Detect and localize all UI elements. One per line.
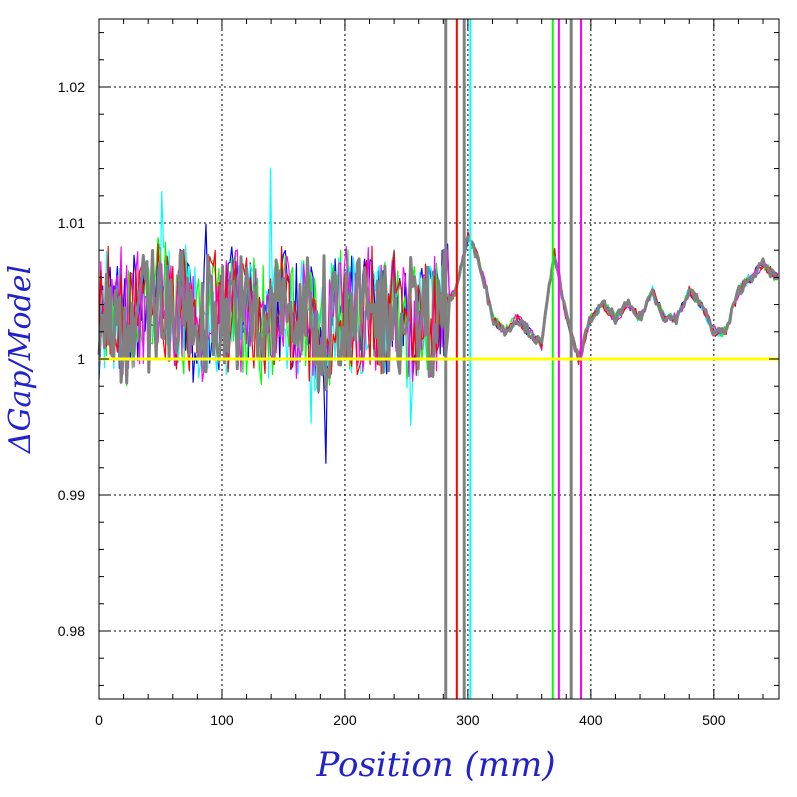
- x-tick-label: 200: [333, 712, 357, 728]
- y-tick-labels: 0.98 0.99 1 1.01 1.02: [58, 79, 85, 639]
- data-line-series: [98, 231, 779, 382]
- y-tick-label: 0.99: [58, 487, 85, 503]
- y-tick-label: 1.02: [58, 79, 85, 95]
- x-tick-label: 300: [456, 712, 480, 728]
- x-tick-label: 0: [95, 712, 103, 728]
- y-tick-label: 1.01: [58, 215, 85, 231]
- y-tick-label: 0.98: [58, 623, 85, 639]
- y-tick-label: 1: [77, 351, 85, 367]
- data-line-series: [97, 235, 778, 393]
- ticks: [98, 19, 779, 699]
- x-axis-title: Position (mm): [315, 745, 555, 785]
- y-axis-title: ΔGap/Model: [3, 265, 38, 454]
- x-tick-label: 100: [210, 712, 234, 728]
- x-tick-label: 500: [702, 712, 726, 728]
- x-tick-label: 400: [579, 712, 603, 728]
- x-tick-labels: 0 100 200 300 400 500: [95, 712, 726, 728]
